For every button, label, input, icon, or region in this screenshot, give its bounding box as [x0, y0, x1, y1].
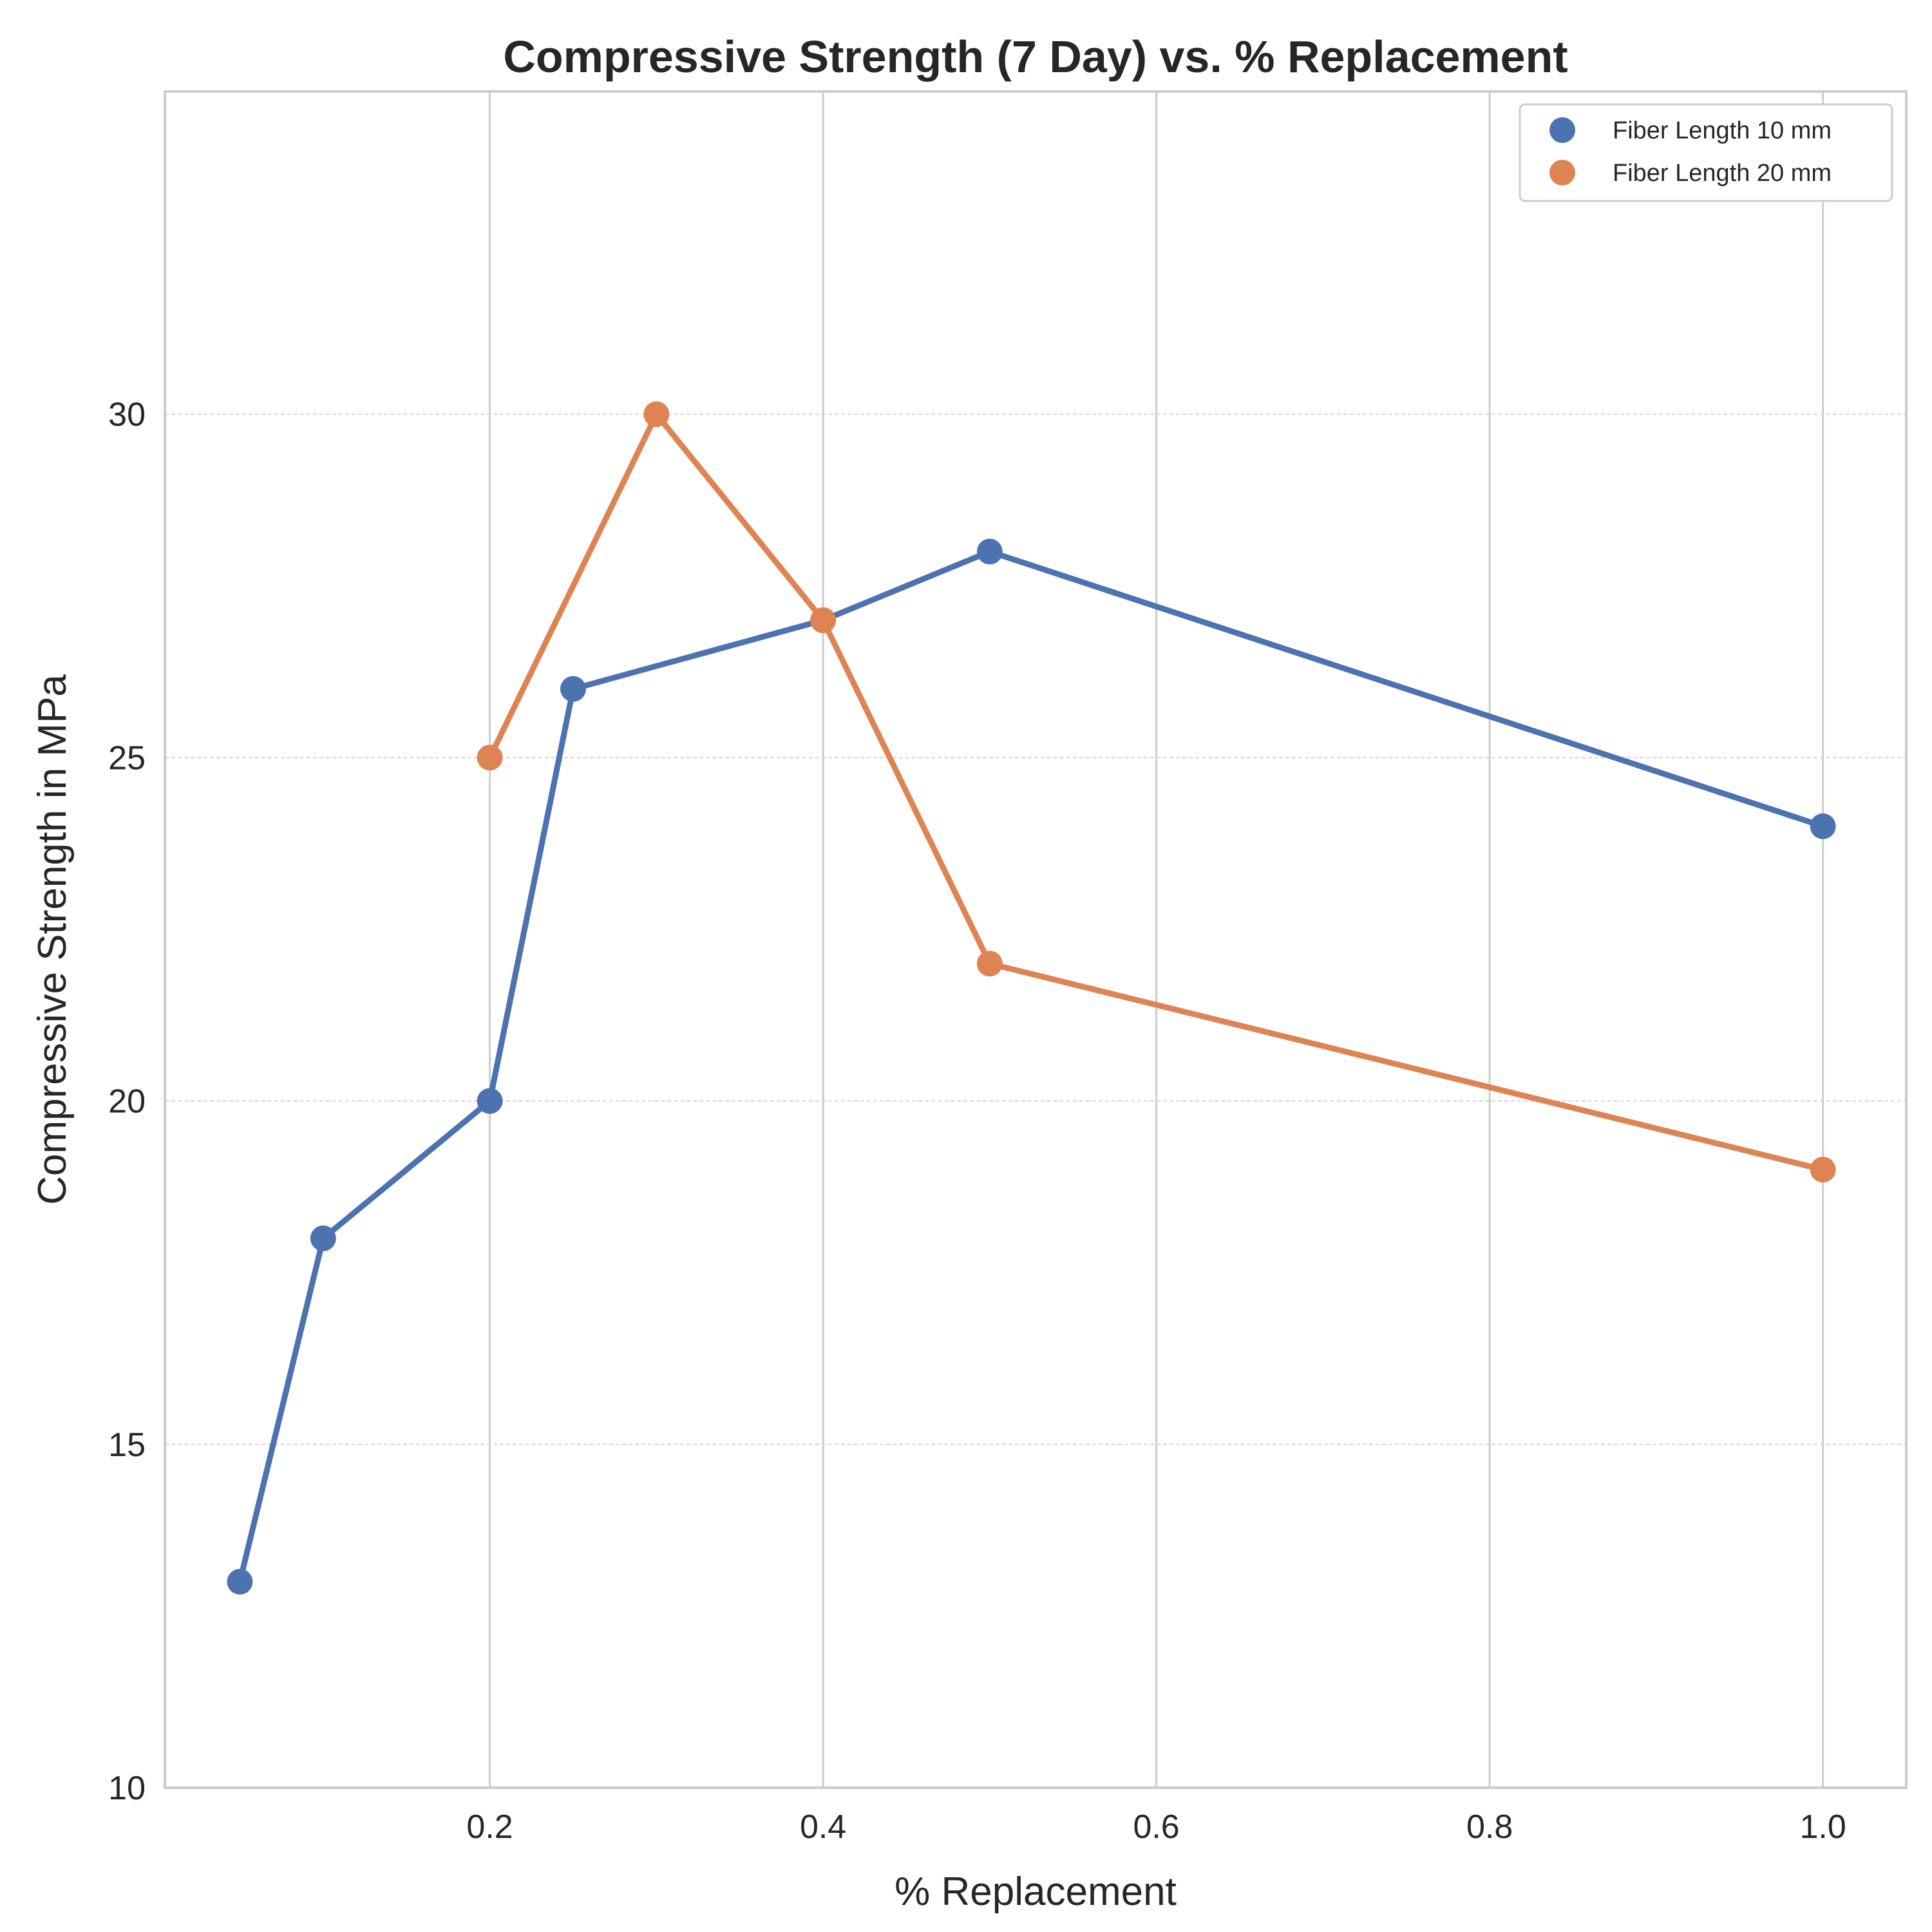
y-tick-label: 25 — [108, 739, 146, 777]
data-point — [1810, 1157, 1836, 1183]
data-point — [310, 1225, 336, 1251]
data-point — [227, 1569, 253, 1595]
y-tick-label: 10 — [108, 1770, 146, 1807]
tick-labels: 0.2 0.4 0.6 0.8 1.0 10 15 20 25 30 — [108, 396, 1846, 1846]
data-point — [1810, 813, 1836, 840]
data-point — [560, 676, 586, 702]
grid — [165, 91, 1906, 1788]
x-tick-label: 0.6 — [1133, 1808, 1179, 1846]
series-1 — [477, 401, 1836, 1183]
data-point — [810, 607, 837, 634]
legend-marker-10mm — [1549, 117, 1575, 143]
legend-label-20mm: Fiber Length 20 mm — [1613, 160, 1832, 187]
legend-marker-20mm — [1549, 160, 1575, 185]
data-point — [477, 1088, 503, 1114]
data-point — [976, 538, 1003, 565]
y-tick-label: 20 — [108, 1083, 146, 1121]
legend: Fiber Length 10 mm Fiber Length 20 mm — [1519, 103, 1893, 202]
data-point — [477, 744, 503, 771]
y-tick-label: 15 — [108, 1426, 146, 1464]
x-tick-label: 0.4 — [800, 1808, 846, 1846]
x-tick-label: 1.0 — [1799, 1808, 1846, 1846]
series-0 — [227, 538, 1836, 1595]
series-layer — [227, 401, 1836, 1595]
chart-title: Compressive Strength (7 Day) vs. % Repla… — [503, 32, 1567, 82]
y-axis-label: Compressive Strength in MPa — [30, 674, 75, 1205]
x-tick-label: 0.8 — [1466, 1808, 1513, 1846]
legend-label-10mm: Fiber Length 10 mm — [1613, 117, 1832, 144]
data-point — [643, 401, 670, 428]
data-point — [976, 951, 1003, 977]
series-line — [236, 548, 1826, 1585]
x-axis-label: % Replacement — [895, 1870, 1177, 1914]
x-tick-label: 0.2 — [466, 1808, 513, 1846]
y-tick-label: 30 — [108, 396, 146, 433]
plot-frame — [164, 90, 1908, 1789]
legend-box — [1519, 103, 1893, 202]
